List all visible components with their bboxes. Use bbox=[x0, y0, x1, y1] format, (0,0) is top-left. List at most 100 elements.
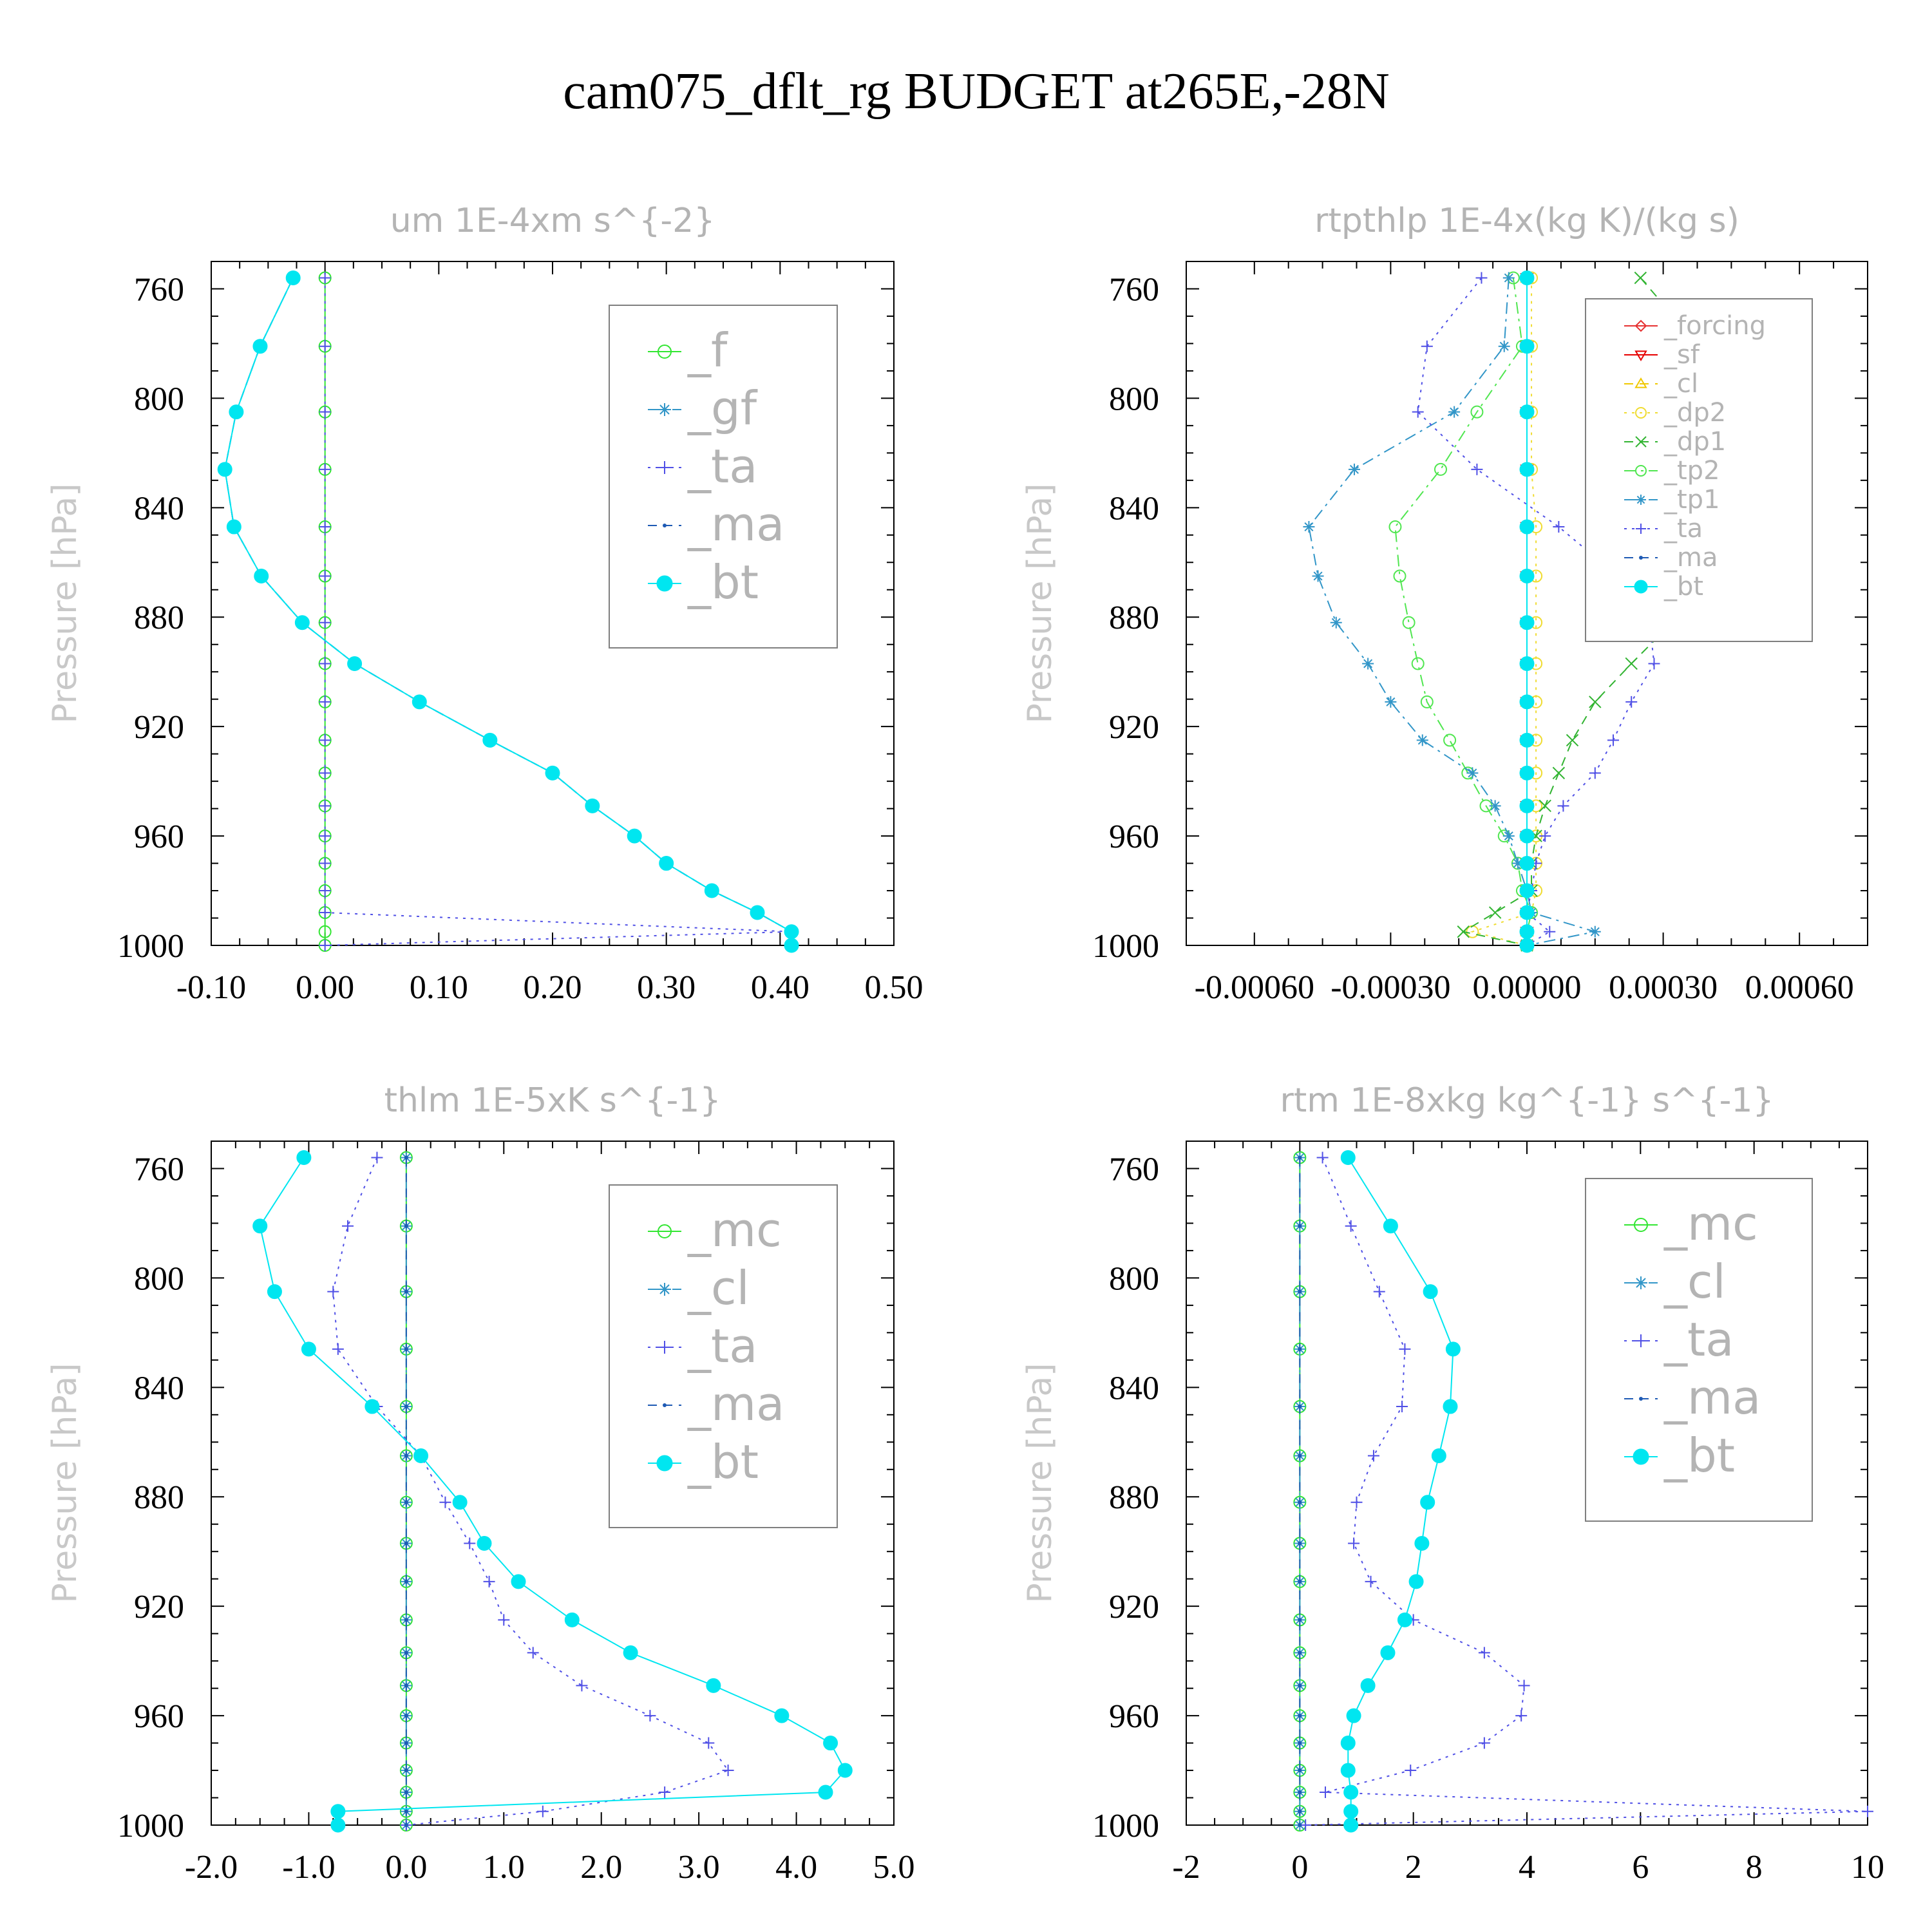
data-point bbox=[1519, 656, 1535, 671]
legend-marker bbox=[1636, 524, 1646, 534]
data-point bbox=[1498, 340, 1510, 352]
data-point bbox=[1316, 1151, 1329, 1164]
x-tick-label: 5.0 bbox=[873, 1849, 915, 1886]
series-line bbox=[1305, 1157, 1868, 1826]
data-point bbox=[1519, 924, 1535, 940]
y-tick-label: 1000 bbox=[117, 1808, 184, 1844]
data-point bbox=[1298, 1500, 1302, 1504]
legend-label: _sf bbox=[1663, 340, 1700, 370]
legend-marker bbox=[1635, 436, 1647, 448]
data-point bbox=[1298, 1579, 1302, 1584]
data-point bbox=[585, 798, 600, 813]
data-point bbox=[1348, 1537, 1360, 1549]
data-point bbox=[1298, 1155, 1302, 1160]
x-tick-label: 0 bbox=[1291, 1849, 1308, 1886]
data-point bbox=[301, 1341, 316, 1357]
data-point bbox=[1397, 1612, 1412, 1627]
data-point bbox=[347, 656, 363, 671]
data-point bbox=[294, 615, 310, 630]
legend-label: _dp2 bbox=[1663, 398, 1726, 428]
data-point bbox=[319, 734, 331, 746]
x-tick-label: 4 bbox=[1519, 1849, 1535, 1886]
data-point bbox=[1298, 1823, 1302, 1827]
legend-marker bbox=[663, 1403, 667, 1407]
series-line bbox=[1308, 278, 1596, 946]
x-tick-label: 4.0 bbox=[775, 1849, 817, 1886]
data-point bbox=[564, 1612, 580, 1627]
legend-marker bbox=[658, 1224, 672, 1238]
series-line bbox=[1394, 278, 1533, 945]
data-point bbox=[319, 406, 331, 418]
y-tick-label: 840 bbox=[134, 1370, 184, 1406]
data-point bbox=[1544, 925, 1556, 938]
legend-marker bbox=[1635, 407, 1647, 419]
data-point bbox=[319, 800, 331, 812]
legend-marker bbox=[1634, 1218, 1648, 1232]
legend-marker bbox=[663, 524, 667, 527]
series-ma bbox=[404, 1155, 408, 1827]
y-axis-label: Pressure [hPa] bbox=[1021, 484, 1059, 724]
y-axis-label: Pressure [hPa] bbox=[46, 1363, 84, 1604]
data-point bbox=[404, 1683, 408, 1688]
data-point bbox=[703, 1737, 715, 1749]
data-point bbox=[482, 732, 498, 748]
data-point bbox=[1589, 696, 1602, 708]
data-point bbox=[545, 765, 560, 781]
data-point bbox=[1589, 767, 1601, 779]
data-point bbox=[1298, 1347, 1302, 1351]
data-point bbox=[413, 1448, 429, 1464]
x-tick-label: 2.0 bbox=[580, 1849, 622, 1886]
data-point bbox=[1519, 569, 1535, 584]
legend-marker bbox=[1639, 556, 1643, 560]
legend-marker bbox=[658, 461, 671, 474]
data-point bbox=[1553, 521, 1565, 533]
y-tick-label: 960 bbox=[134, 819, 184, 855]
series-bt bbox=[252, 1150, 853, 1833]
data-point bbox=[296, 1150, 312, 1165]
x-tick-label: 1.0 bbox=[483, 1849, 525, 1886]
panel-title: rtpthlp 1E-4x(kg K)/(kg s) bbox=[1314, 202, 1739, 240]
y-tick-label: 760 bbox=[1109, 1151, 1159, 1188]
data-point bbox=[267, 1284, 282, 1300]
legend: _mc_cl_ta_ma_bt bbox=[609, 1184, 838, 1528]
data-point bbox=[1519, 828, 1535, 844]
legend: _mc_cl_ta_ma_bt bbox=[1585, 1178, 1813, 1522]
y-tick-label: 840 bbox=[1109, 1370, 1159, 1406]
series-tp1 bbox=[1303, 272, 1601, 951]
y-tick-label: 1000 bbox=[1092, 1808, 1159, 1844]
data-point bbox=[1298, 1790, 1302, 1795]
data-point bbox=[1348, 463, 1360, 475]
data-point bbox=[1488, 906, 1502, 919]
data-point bbox=[319, 272, 331, 284]
panel-1: um 1E-4xm s^{-2} Pressure [hPa] 760 800 840 8… bbox=[46, 202, 923, 1006]
y-tick-label: 840 bbox=[134, 490, 184, 527]
data-point bbox=[1408, 1574, 1424, 1589]
data-point bbox=[1443, 734, 1457, 747]
data-point bbox=[330, 1817, 346, 1833]
data-point bbox=[1625, 657, 1638, 670]
y-tick-label: 960 bbox=[1109, 1698, 1159, 1735]
legend-label: _f bbox=[687, 323, 728, 377]
y-tick-label: 960 bbox=[1109, 819, 1159, 855]
series-ta bbox=[319, 272, 797, 951]
y-tick-label: 760 bbox=[1109, 271, 1159, 308]
legend-marker bbox=[658, 1283, 671, 1296]
data-point bbox=[412, 694, 427, 710]
legend-marker bbox=[658, 1341, 671, 1354]
series-bt bbox=[1340, 1150, 1461, 1833]
data-point bbox=[483, 1575, 495, 1587]
data-point bbox=[1367, 1450, 1379, 1462]
legend: _f_gf_ta_ma_bt bbox=[609, 305, 838, 649]
data-point bbox=[319, 570, 331, 582]
panel-title: um 1E-4xm s^{-2} bbox=[390, 202, 715, 240]
data-point bbox=[1320, 1786, 1332, 1799]
data-point bbox=[1515, 1710, 1528, 1722]
data-point bbox=[1519, 615, 1535, 630]
data-point bbox=[404, 1541, 408, 1546]
legend-label: _cl bbox=[1663, 1255, 1726, 1309]
data-point bbox=[1298, 1741, 1302, 1745]
data-point bbox=[527, 1647, 539, 1659]
data-point bbox=[1298, 1541, 1302, 1546]
data-point bbox=[1478, 1647, 1490, 1659]
